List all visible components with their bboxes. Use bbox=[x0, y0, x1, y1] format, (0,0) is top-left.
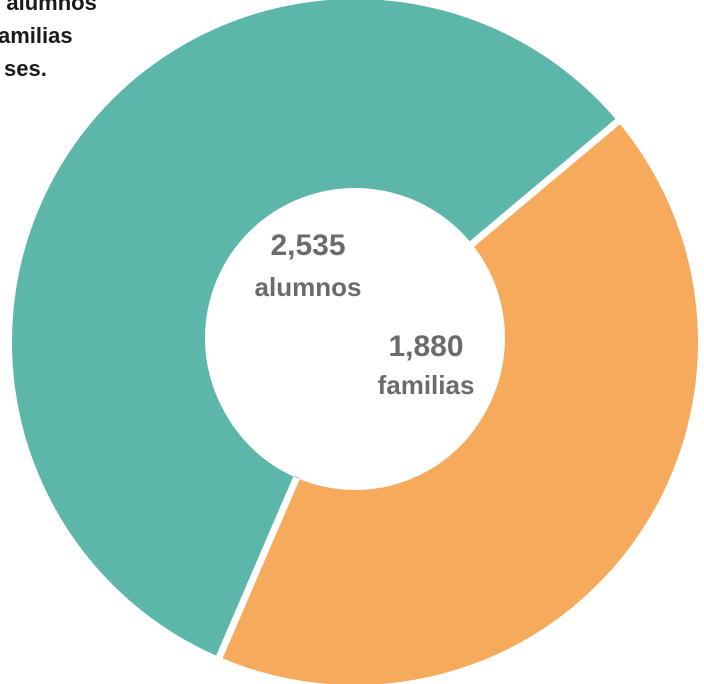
value-label: 2,535 bbox=[270, 229, 345, 262]
value-label: 1,880 bbox=[388, 330, 463, 363]
chart: 5 alumnos amilias ses. 2,535 alumnos 1,880 fa… bbox=[0, 0, 704, 684]
title-line: amilias bbox=[0, 23, 73, 48]
title: 5 alumnos amilias ses. bbox=[0, 0, 97, 81]
title-line: 5 alumnos bbox=[0, 0, 97, 15]
category-label: familias bbox=[378, 370, 475, 400]
title-line: ses. bbox=[4, 56, 47, 81]
category-label: alumnos bbox=[255, 272, 362, 302]
